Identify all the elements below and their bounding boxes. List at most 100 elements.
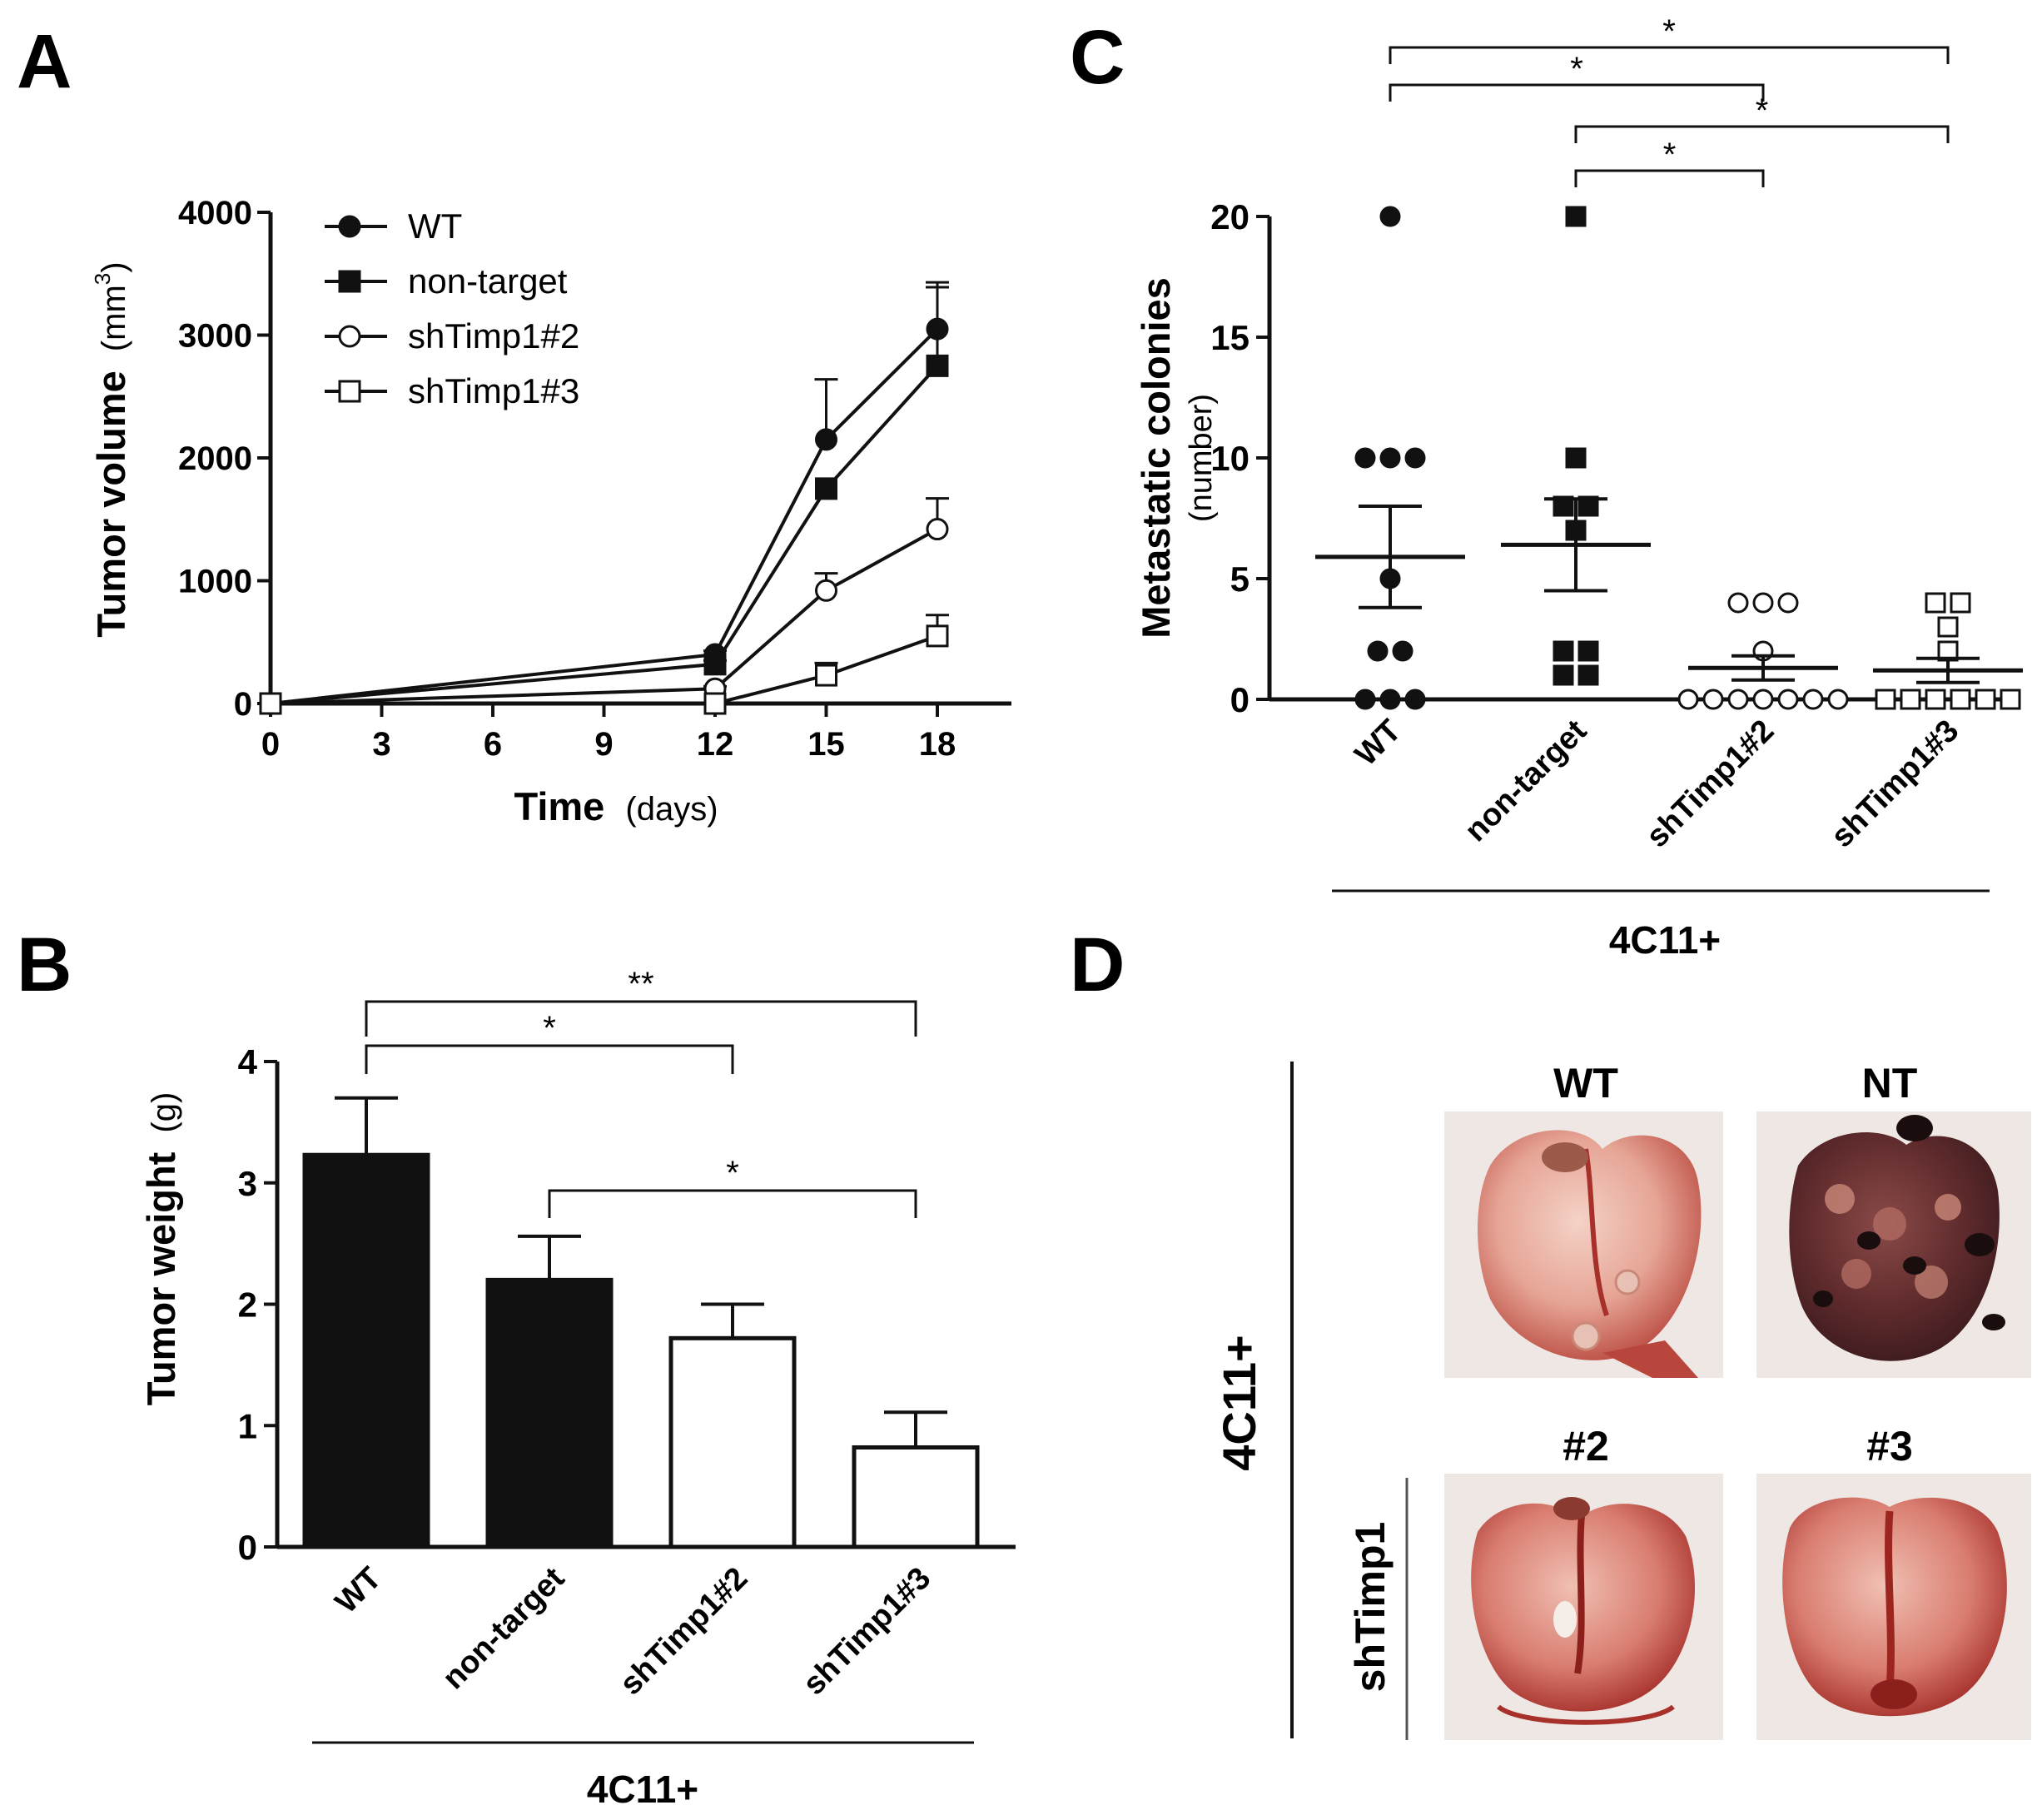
panel-a-data-point — [703, 653, 727, 676]
panel-c-significance-label: * — [1663, 137, 1677, 173]
panel-b-y-tick-label: 0 — [238, 1528, 257, 1567]
panel-c-category-label: shTimp1#2 — [1640, 714, 1781, 855]
panel-d-subgroup-label: shTimp1 — [1347, 1522, 1394, 1693]
panel-c-data-point — [1727, 689, 1749, 710]
panel-b-y-tick-label: 3 — [238, 1164, 257, 1203]
panel-c-data-point — [1777, 592, 1799, 614]
panel-a-legend-marker — [338, 325, 361, 348]
panel-c-data-point — [1392, 640, 1414, 662]
panel-a-ylabel-main: Tumor volume — [89, 370, 133, 637]
panel-c-data-point — [1752, 592, 1774, 614]
panel-c-data-point — [1752, 689, 1774, 710]
panel-a-legend-label: shTimp1#2 — [408, 316, 579, 356]
panel-b-bar-group-0 — [302, 1096, 430, 1549]
panel-d-label-wt: WT — [1553, 1060, 1618, 1106]
panel-c-category-label: WT — [1349, 714, 1408, 773]
panel-c-data-point — [1950, 689, 1971, 710]
panel-c-y-tick-label: 0 — [1230, 680, 1250, 719]
panel-a-xlabel-main: Time — [514, 784, 604, 828]
panel-c-mean-group-2 — [1688, 654, 1838, 682]
panel-c-points — [1354, 206, 2021, 710]
panel-b-significance: **** — [365, 966, 917, 1218]
panel-b-ylabel-main: Tumor weight — [139, 1151, 183, 1405]
panel-c-bracket-line — [1389, 83, 1765, 102]
panel-a-series-3 — [259, 614, 949, 715]
panel-b-category-label: WT — [329, 1561, 388, 1620]
panel-d-label-sh2: #2 — [1563, 1423, 1609, 1469]
panel-c-data-point — [1565, 206, 1587, 227]
panel-b-bar — [302, 1152, 430, 1549]
panel-a-legend-label: non-target — [408, 261, 568, 301]
panel-c-y-tick-label: 15 — [1210, 318, 1250, 357]
panel-c-data-point — [1925, 689, 1946, 710]
panel-d-label-nt: NT — [1862, 1060, 1918, 1106]
panel-c-mean-group-0 — [1315, 505, 1465, 609]
panel-a-data-point — [815, 477, 837, 500]
panel-a-x-tick-label: 3 — [372, 726, 390, 763]
panel-a-data-point — [926, 354, 949, 377]
panel-a-legend: WT non-target shTimp1#2 shTimp1#3 — [325, 206, 579, 410]
panel-a-data-point — [815, 428, 837, 451]
panel-c-y-tick-label: 10 — [1210, 439, 1250, 478]
panel-c-means — [1315, 497, 2023, 684]
panel-b-bar — [668, 1335, 797, 1549]
panel-a-data-point — [926, 518, 949, 541]
panel-b-bar-group-1 — [485, 1234, 614, 1549]
panel-a-y-tick-label: 1000 — [178, 564, 252, 600]
panel-c-data-point — [1677, 689, 1699, 710]
panel-b-y-axis-label: Tumor weight (g) — [139, 1092, 183, 1406]
panel-b-ticks: 0 1 2 3 4 — [238, 1042, 277, 1567]
panel-a-data-point — [815, 664, 837, 687]
panel-b-y-tick-label: 4 — [238, 1042, 258, 1082]
panel-a-ylabel-close: ) — [96, 261, 132, 272]
panel-c-data-point — [1553, 640, 1574, 662]
panel-c-significance: * * * * — [1389, 13, 1950, 187]
panel-c-mean-group-3 — [1873, 656, 2023, 684]
panel-c-y-tick-label: 5 — [1230, 559, 1250, 599]
panel-a-x-tick-label: 15 — [807, 726, 845, 763]
panel-b-bar — [852, 1445, 980, 1549]
panel-a-legend-marker — [338, 270, 361, 293]
panel-c-data-point — [1367, 640, 1389, 662]
panel-c-data-point — [1379, 447, 1401, 469]
panel-b-ylabel-unit: (g) — [146, 1092, 182, 1133]
panel-a-series-line — [271, 634, 938, 705]
panel-a-series-line — [270, 365, 939, 705]
panel-c-mean-group-1 — [1501, 497, 1651, 593]
panel-a-series-line — [270, 527, 938, 705]
panel-d-label-sh3: #3 — [1866, 1423, 1913, 1469]
panel-c-data-point — [1553, 664, 1574, 686]
panel-c-data-point — [1354, 447, 1376, 469]
panel-a-x-axis-label: Time (days) — [514, 784, 718, 828]
panel-b-significance-bracket: * — [548, 1155, 917, 1218]
panel-a-x-tick-label: 12 — [697, 726, 734, 763]
panel-a-data-point — [926, 624, 949, 648]
panel-a-y-tick-label: 2000 — [178, 440, 252, 477]
panel-c-significance-bracket: * — [1389, 51, 1765, 102]
panel-c-data-point — [2000, 689, 2021, 710]
panel-c-data-point — [1702, 689, 1724, 710]
panel-a-y-axis-label: Tumor volume (mm3) — [89, 261, 133, 637]
panel-b-bar — [485, 1277, 614, 1549]
panel-c-data-point — [1354, 689, 1376, 710]
panel-c-data-point — [1727, 592, 1749, 614]
panel-a-series-0 — [259, 281, 949, 715]
panel-b-category-label: non-target — [436, 1560, 572, 1696]
panel-a-legend-label: WT — [408, 206, 462, 246]
panel-a-series-1 — [259, 286, 949, 715]
panel-b-significance-bracket: * — [365, 1010, 734, 1074]
panel-b-bar-group-2 — [668, 1302, 797, 1549]
lung-photo-sh3 — [1756, 1474, 2031, 1740]
panel-c-group-label: 4C11+ — [1609, 918, 1721, 962]
panel-b-bar-group-3 — [852, 1410, 980, 1549]
panel-c-data-point — [1379, 206, 1401, 227]
panel-c-data-point — [1950, 592, 1971, 614]
panel-a-xlabel-unit: (days) — [625, 791, 718, 828]
panel-a-ylabel-sup: 3 — [90, 273, 115, 285]
panel-c-bracket-line — [1574, 125, 1950, 143]
panel-c-data-point — [1937, 616, 1959, 638]
panel-c-y-axis-unit: (number) — [1184, 394, 1219, 522]
panel-letter-d: D — [1070, 922, 1125, 1007]
